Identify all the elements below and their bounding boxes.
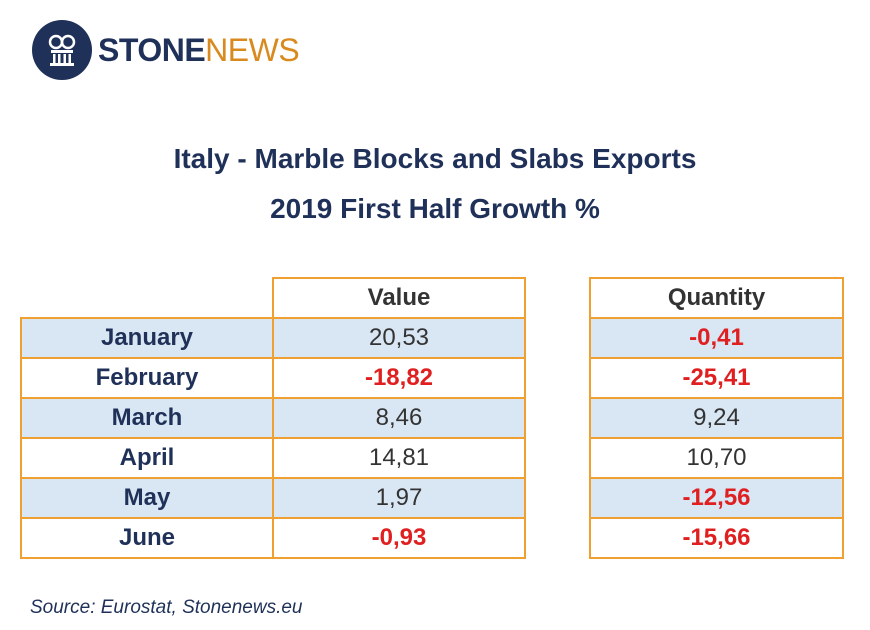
table-row: March 8,46: [20, 397, 526, 439]
table-row: 9,24: [589, 397, 844, 439]
month-label: April: [20, 437, 274, 479]
table-row: -25,41: [589, 357, 844, 399]
quantity-table: Quantity -0,41 -25,41 9,24 10,70 -12,56 -15,6…: [589, 277, 844, 559]
logo-text-news: NEWS: [205, 31, 300, 68]
value-cell: 20,53: [272, 317, 526, 359]
quantity-cell: -25,41: [589, 357, 844, 399]
chart-title: Italy - Marble Blocks and Slabs Exports: [173, 143, 697, 174]
value-cell: -18,82: [272, 357, 526, 399]
stonenews-logo: STONENEWS: [32, 20, 300, 80]
value-column-header: Value: [272, 277, 526, 319]
table-row: May 1,97: [20, 477, 526, 519]
table-row: 10,70: [589, 437, 844, 479]
table-row: February -18,82: [20, 357, 526, 399]
logo-text-stone: STONE: [98, 31, 206, 68]
month-label: June: [20, 517, 274, 559]
value-cell: 14,81: [272, 437, 526, 479]
month-label: March: [20, 397, 274, 439]
table-row: -15,66: [589, 517, 844, 559]
quantity-cell: -12,56: [589, 477, 844, 519]
logo-wordmark: STONENEWS: [98, 31, 300, 69]
month-label: January: [20, 317, 274, 359]
value-cell: 1,97: [272, 477, 526, 519]
chart-subtitle: 2019 First Half Growth %: [270, 193, 600, 224]
source-note: Source: Eurostat, Stonenews.eu: [30, 597, 303, 618]
month-label: May: [20, 477, 274, 519]
logo-emblem-icon: [32, 20, 92, 80]
table-row: -12,56: [589, 477, 844, 519]
quantity-cell: -15,66: [589, 517, 844, 559]
value-table: Value January 20,53 February -18,82 March 8,4…: [20, 277, 526, 559]
month-label: February: [20, 357, 274, 399]
table-row: January 20,53: [20, 317, 526, 359]
quantity-column-header: Quantity: [589, 277, 844, 319]
value-cell: 8,46: [272, 397, 526, 439]
header-blank-cell: [21, 278, 274, 319]
quantity-cell: -0,41: [589, 317, 844, 359]
quantity-cell: 9,24: [589, 397, 844, 439]
value-cell: -0,93: [272, 517, 526, 559]
table-row: -0,41: [589, 317, 844, 359]
quantity-cell: 10,70: [589, 437, 844, 479]
table-row: April 14,81: [20, 437, 526, 479]
table-row: June -0,93: [20, 517, 526, 559]
